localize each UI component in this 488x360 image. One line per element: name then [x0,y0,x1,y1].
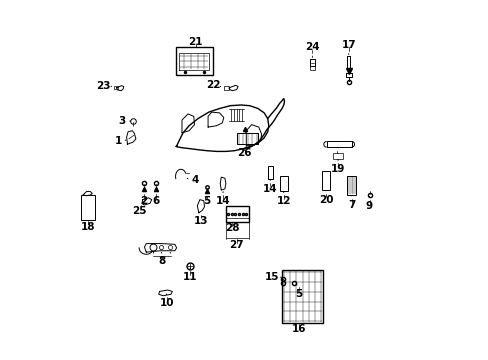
Text: 27: 27 [229,240,244,250]
Bar [309,66,314,70]
Text: 8: 8 [158,256,165,266]
Text: 3: 3 [119,116,126,126]
Text: 12: 12 [276,197,290,206]
Text: 19: 19 [330,164,345,174]
Text: 26: 26 [237,148,251,158]
Bar [346,176,355,195]
Text: 18: 18 [81,222,95,232]
Text: 2: 2 [140,197,147,206]
Text: 15: 15 [264,272,279,282]
Text: 9: 9 [365,201,372,211]
Text: 21: 21 [188,37,203,47]
Text: 22: 22 [205,80,220,90]
Bar [224,86,229,90]
Text: 11: 11 [183,272,197,282]
Bar [176,47,213,75]
Bar [279,176,287,192]
Text: 1: 1 [115,136,122,146]
Text: 14: 14 [263,184,277,194]
Text: 24: 24 [305,42,319,52]
Bar [321,171,329,190]
Text: 25: 25 [132,206,146,216]
Bar [282,270,323,323]
Text: 28: 28 [224,223,239,233]
Text: 23: 23 [96,81,110,91]
Bar [114,86,118,89]
Text: 17: 17 [341,40,355,50]
Text: 14: 14 [215,197,230,206]
Bar [237,133,258,144]
Text: 4: 4 [191,175,199,185]
Bar [332,153,343,159]
Bar [81,195,95,220]
Bar [267,166,272,179]
Text: 13: 13 [193,216,208,226]
Text: 16: 16 [291,324,305,334]
Text: 6: 6 [152,197,159,206]
Text: 20: 20 [318,195,332,204]
Text: 10: 10 [159,298,174,308]
Text: 5: 5 [295,289,302,298]
Bar [225,206,248,222]
Text: 7: 7 [347,200,355,210]
Text: 5: 5 [203,197,210,206]
